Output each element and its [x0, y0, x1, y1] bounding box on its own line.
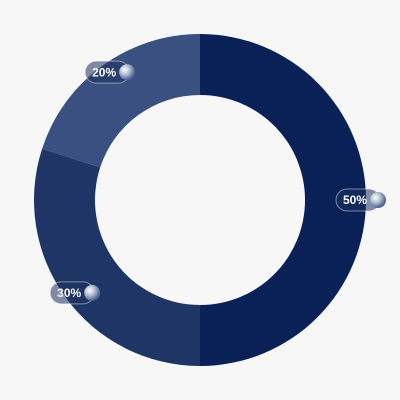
label-bead: [84, 284, 101, 301]
donut-slice: [200, 34, 366, 366]
data-label: 30%: [57, 286, 81, 300]
label-bead: [119, 64, 136, 81]
donut-slice: [33, 148, 200, 366]
donut-slice: [42, 34, 200, 168]
data-label: 50%: [343, 193, 367, 207]
label-bead: [370, 192, 386, 208]
data-label: 20%: [92, 65, 116, 79]
